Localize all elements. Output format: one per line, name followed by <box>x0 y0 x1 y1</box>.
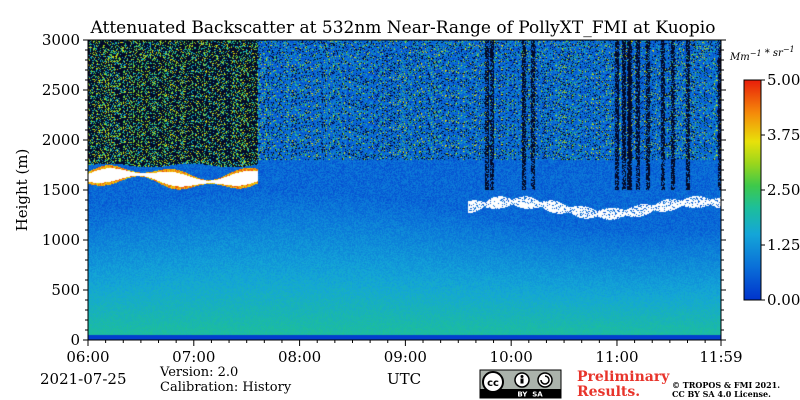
colorbar-tick-label: 5.00 <box>767 71 800 89</box>
y-tick-label: 3000 <box>42 31 80 49</box>
date-label: 2021-07-25 <box>40 370 126 388</box>
x-tick-label: 07:00 <box>172 348 215 366</box>
svg-text:cc: cc <box>487 378 499 389</box>
x-tick-label: 11:00 <box>595 348 638 366</box>
y-tick-label: 2000 <box>42 131 80 149</box>
copyright-line1: © TROPOS & FMI 2021. <box>672 380 780 390</box>
colorbar-tick-label: 0.00 <box>767 291 800 309</box>
y-axis: 0 500 1000 1500 2000 2500 3000 <box>42 31 726 349</box>
colorbar-tick-label: 1.25 <box>767 236 800 254</box>
colorbar-tick-label: 2.50 <box>767 181 800 199</box>
x-tick-label: 11:59 <box>699 348 742 366</box>
colorbar <box>743 79 762 301</box>
version-label: Version: 2.0 <box>159 365 238 380</box>
cc-by-sa-icon: cc BY SA <box>479 369 562 399</box>
x-tick-label: 06:00 <box>66 348 109 366</box>
backscatter-heatmap <box>88 40 721 340</box>
x-axis-label: UTC <box>387 370 421 388</box>
y-tick-label: 1000 <box>42 231 80 249</box>
colorbar-unit: Mm−1 * sr−1 <box>729 45 795 63</box>
colorbar-tick-label: 3.75 <box>767 126 800 144</box>
y-tick-label: 500 <box>51 281 80 299</box>
x-tick-label: 10:00 <box>490 348 533 366</box>
y-tick-label: 0 <box>70 331 80 349</box>
copyright-line2: CC BY SA 4.0 License. <box>672 389 771 399</box>
y-tick-label: 2500 <box>42 81 80 99</box>
x-tick-label: 09:00 <box>384 348 427 366</box>
license-badge-text: BY SA <box>517 391 543 399</box>
chart-title: Attenuated Backscatter at 532nm Near-Ran… <box>90 18 716 38</box>
calibration-label: Calibration: History <box>160 380 292 395</box>
plot-area <box>87 39 722 341</box>
x-tick-label: 08:00 <box>278 348 321 366</box>
y-axis-label: Height (m) <box>13 149 31 232</box>
x-axis: 06:00 07:00 08:00 09:00 10:00 11:00 11:59 <box>66 340 743 366</box>
y-tick-label: 1500 <box>42 181 80 199</box>
preliminary-line1: Preliminary <box>577 369 670 385</box>
preliminary-line2: Results. <box>577 384 640 400</box>
colorbar-ticks: 0.00 1.25 2.50 3.75 5.00 <box>761 71 800 309</box>
